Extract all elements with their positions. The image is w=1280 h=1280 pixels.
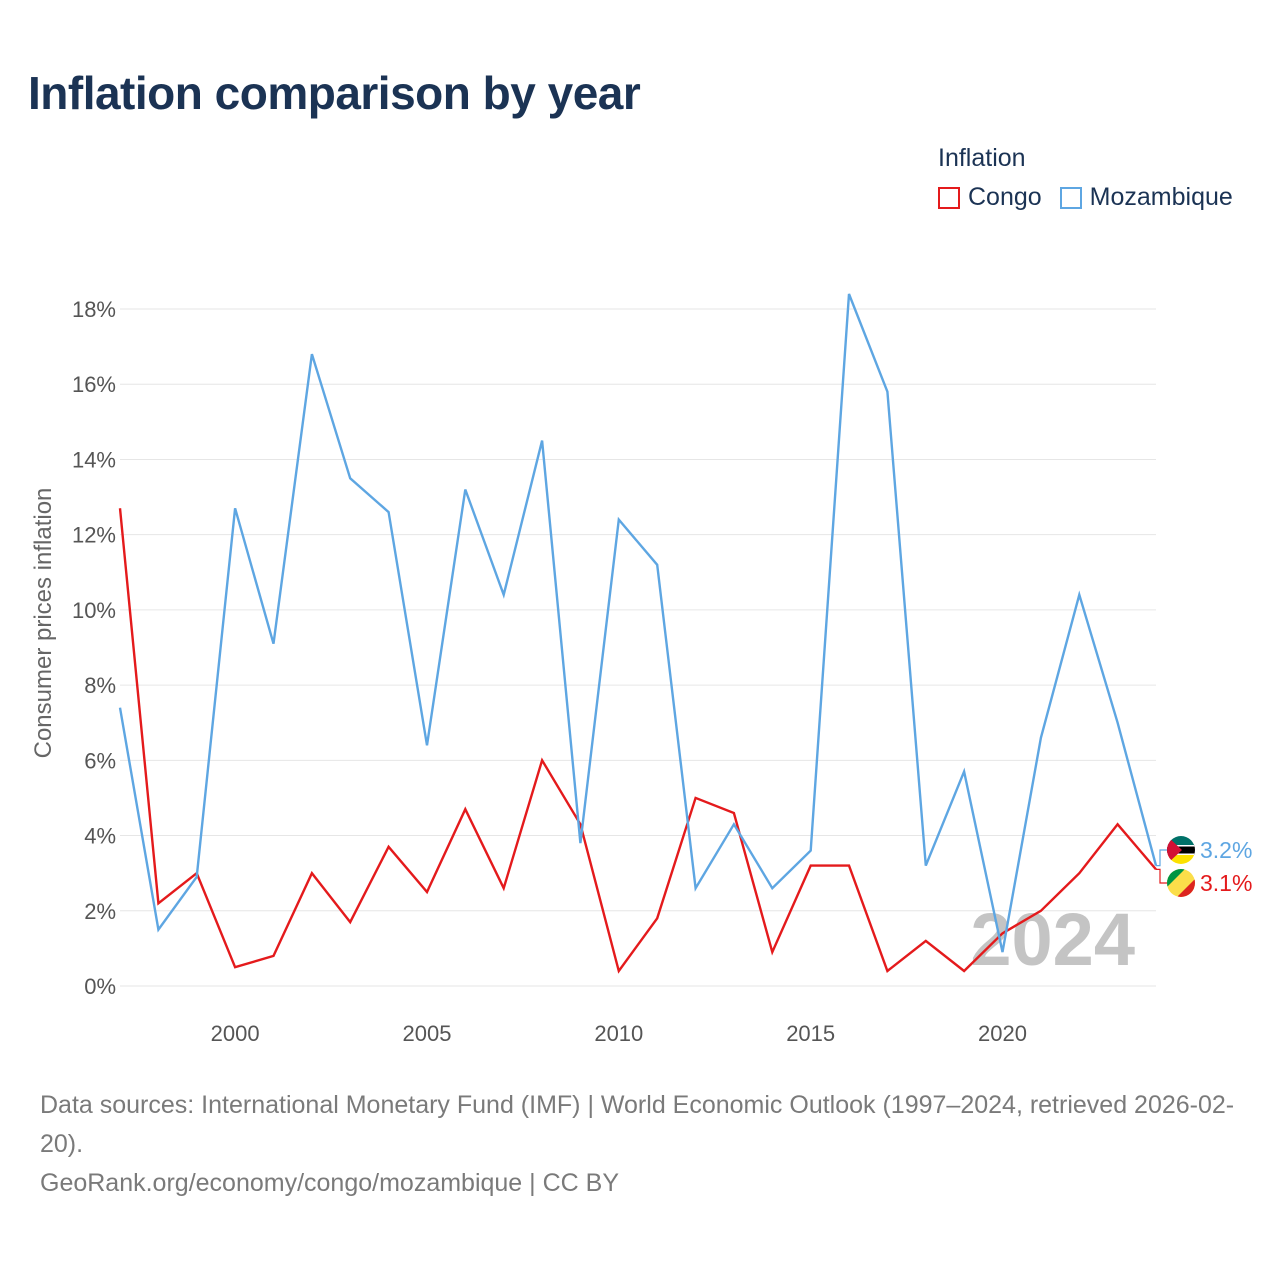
legend-item-congo[interactable]: Congo — [938, 183, 1042, 212]
leader-line-congo — [1156, 868, 1168, 884]
footer: Data sources: International Monetary Fun… — [40, 1086, 1250, 1203]
flag-mozambique-icon — [1167, 836, 1195, 864]
end-labels: 3.2% 3.1% — [1156, 836, 1252, 897]
legend-title: Inflation — [938, 144, 1026, 172]
legend-swatch-mozambique — [1059, 186, 1082, 209]
x-tick-label: 2015 — [786, 1021, 835, 1046]
x-tick-label: 2005 — [402, 1021, 451, 1046]
y-tick-label: 4% — [84, 824, 116, 849]
data-source-note: Data sources: International Monetary Fun… — [40, 1091, 1235, 1158]
flag-congo-icon — [1167, 869, 1195, 897]
end-label-mozambique: 3.2% — [1200, 837, 1252, 863]
y-tick-label: 6% — [84, 748, 116, 773]
series-lines — [118, 293, 1158, 974]
legend-swatch-congo — [938, 186, 960, 209]
x-tick-label: 2000 — [211, 1021, 260, 1046]
leader-line-mozambique — [1156, 849, 1168, 867]
legend-label-congo: Congo — [968, 183, 1042, 211]
y-axis-label: Consumer prices inflation — [30, 488, 57, 759]
y-tick-label: 14% — [72, 447, 116, 472]
y-tick-label: 8% — [84, 673, 116, 698]
x-tick-label: 2010 — [594, 1021, 643, 1046]
legend-item-mozambique[interactable]: Mozambique — [1059, 183, 1233, 212]
y-axis-ticks: 0% 2% 4% 6% 8% 10% 12% 14% 16% 18% — [72, 297, 116, 999]
credit-link[interactable]: GeoRank.org/economy/congo/mozambique | C… — [40, 1169, 620, 1197]
x-axis-ticks: 2000 2005 2010 2015 2020 — [211, 1021, 1027, 1046]
x-tick-label: 2020 — [978, 1021, 1027, 1046]
chart-title: Inflation comparison by year — [28, 67, 641, 119]
grid-lines — [120, 308, 1156, 987]
y-tick-label: 0% — [84, 974, 116, 999]
end-label-congo: 3.1% — [1200, 870, 1252, 896]
y-tick-label: 2% — [84, 899, 116, 924]
series-line-congo[interactable] — [118, 508, 1157, 974]
y-tick-label: 18% — [72, 297, 116, 322]
legend: Inflation Congo Mozambique — [938, 144, 1251, 212]
legend-label-mozambique: Mozambique — [1089, 183, 1233, 211]
line-chart: 2024 0%2%4%6%8%10%12%14%16%18% 2000 2005 2… — [30, 293, 1252, 1046]
y-tick-label: 10% — [72, 598, 116, 623]
y-tick-label: 12% — [72, 523, 116, 548]
series-line-mozambique[interactable] — [118, 293, 1158, 953]
y-tick-label: 16% — [72, 372, 116, 397]
